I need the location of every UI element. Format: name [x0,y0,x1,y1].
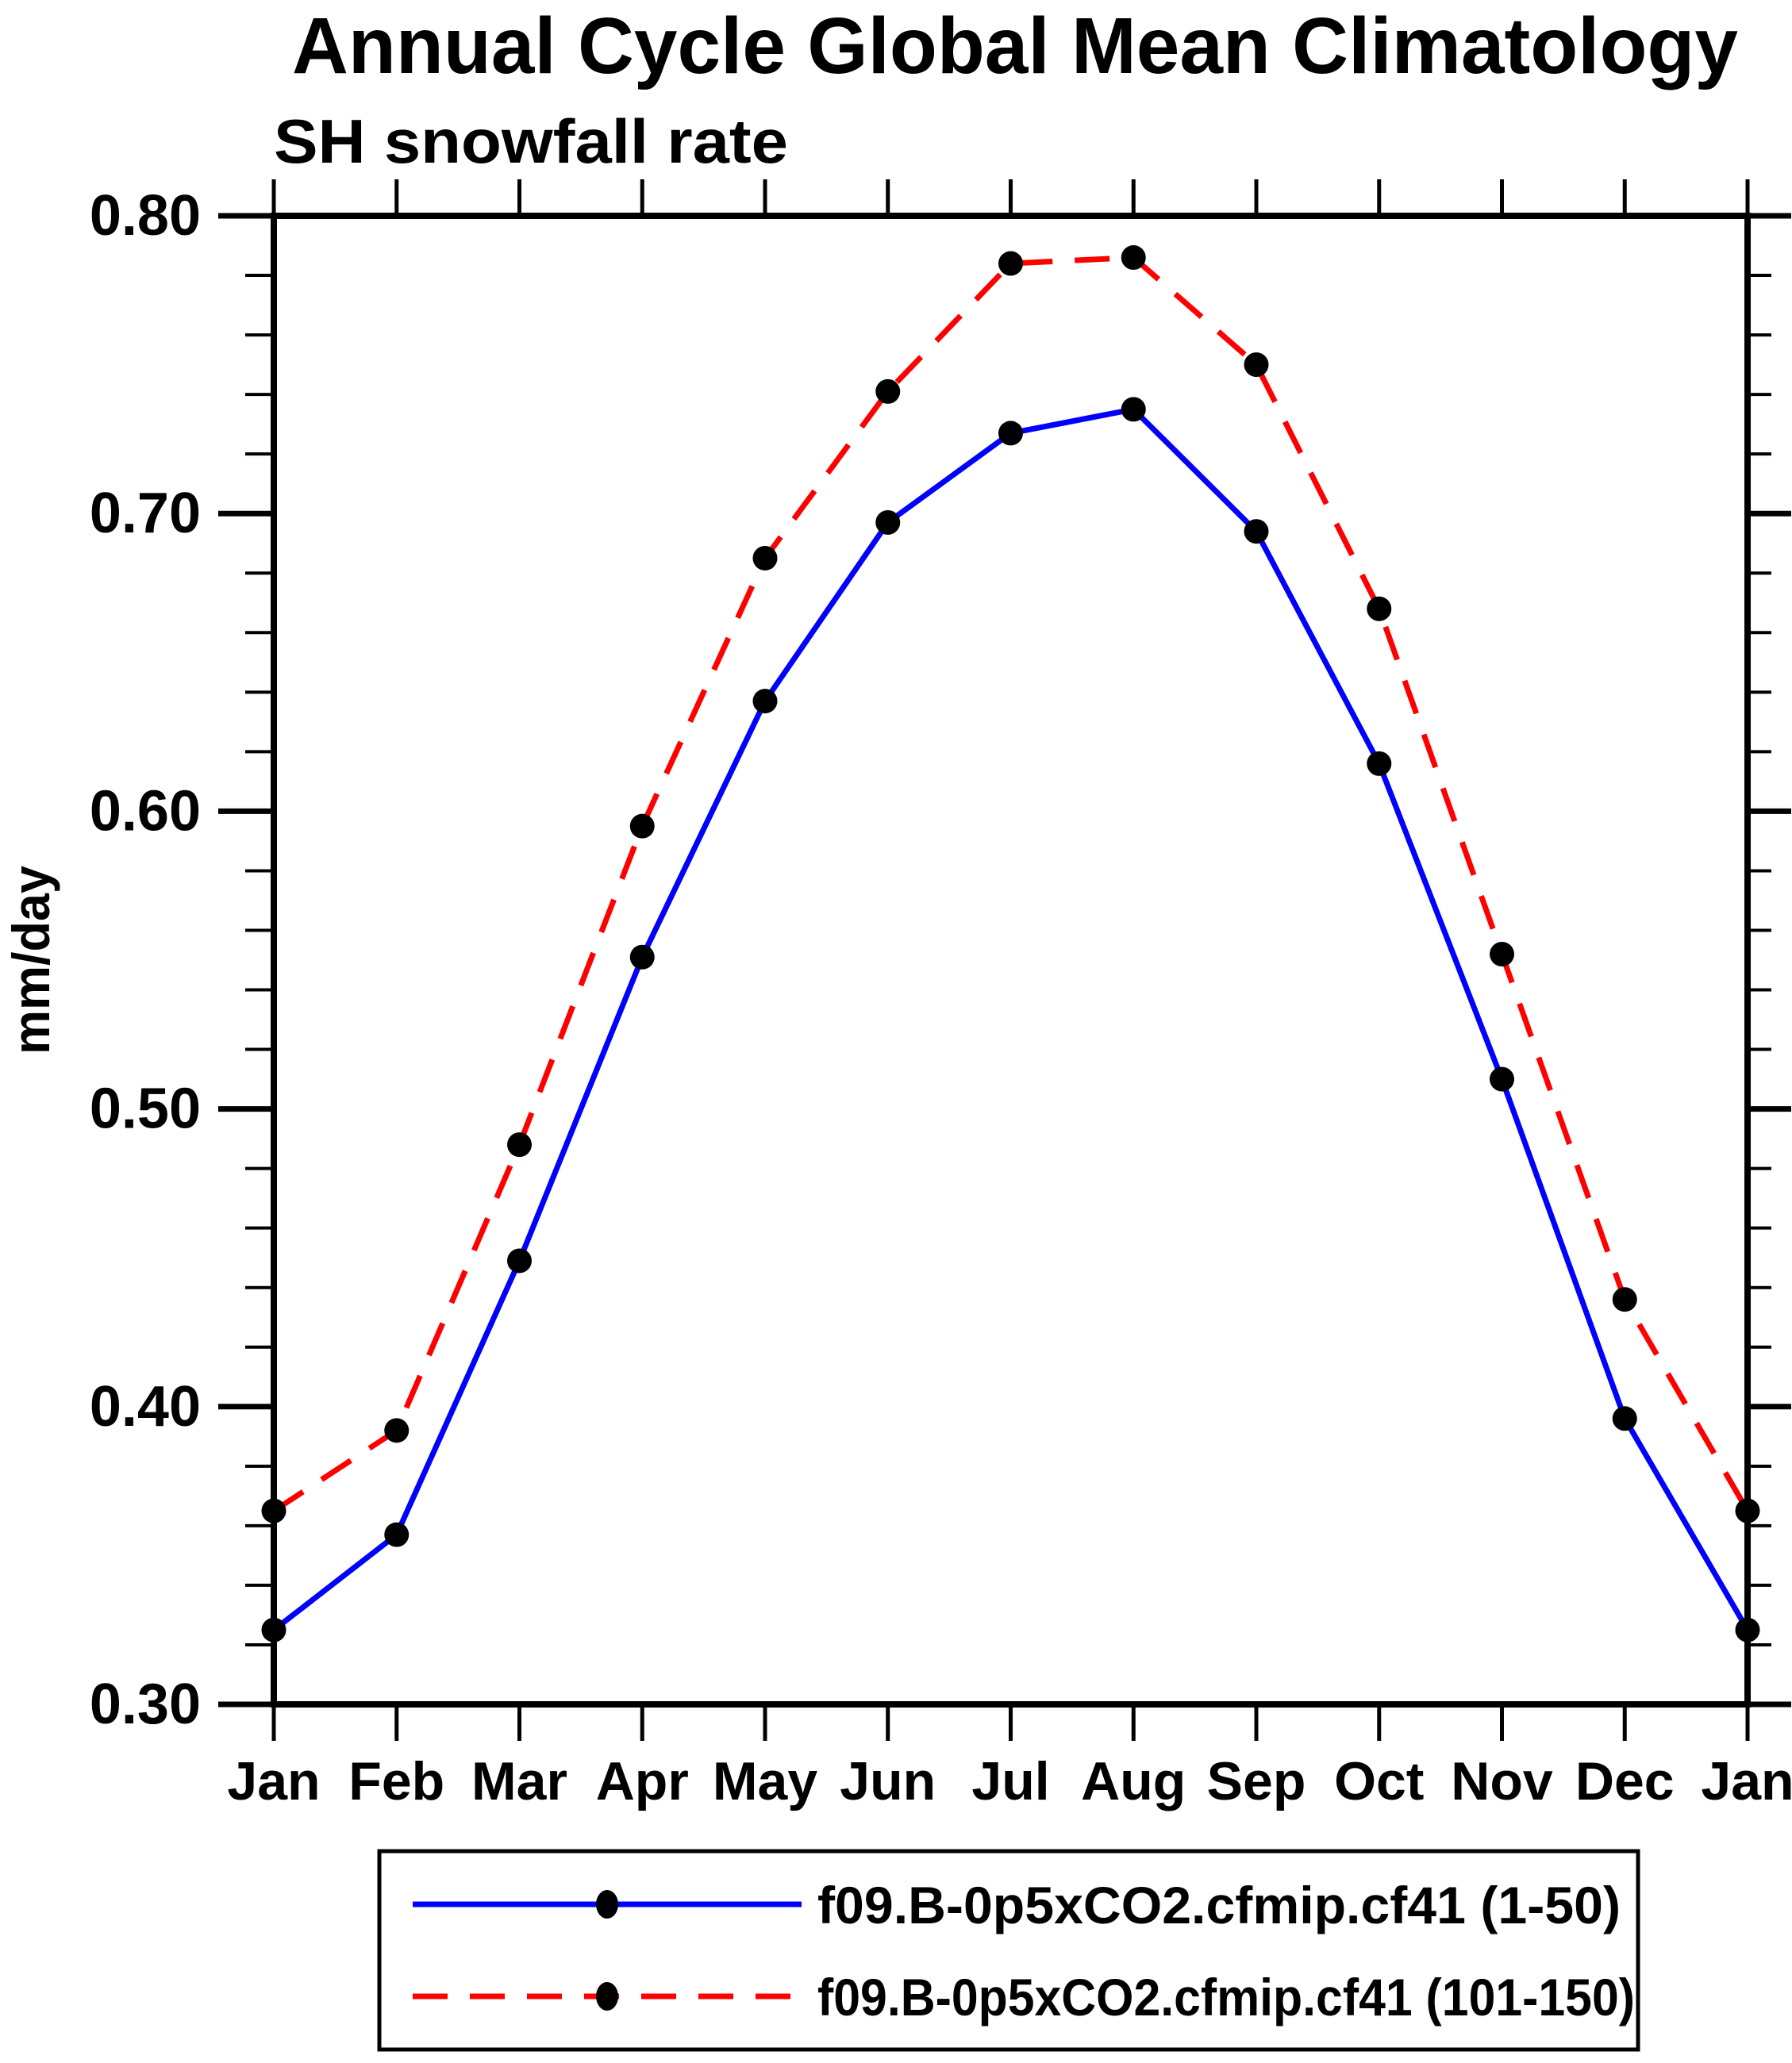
data-point-marker [261,1617,286,1642]
data-point-marker [384,1522,410,1547]
data-point-marker [1735,1617,1760,1642]
x-tick-label: Jun [840,1751,936,1811]
x-tick-label: Jul [971,1751,1049,1811]
x-tick-label: Mar [471,1751,567,1811]
data-point-marker [875,509,901,535]
legend-label-series1: f09.B-0p5xCO2.cfmip.cf41 (1-50) [817,1876,1621,1934]
x-tick-label: Jan [227,1751,320,1811]
y-tick-label: 0.60 [90,779,201,843]
x-tick-label: Feb [348,1751,444,1811]
data-point-marker [1244,519,1269,544]
x-tick-label: Apr [596,1751,689,1811]
legend-marker-1 [596,1890,618,1919]
y-tick-label: 0.80 [90,184,201,248]
x-tick-label: Dec [1575,1751,1675,1811]
chart-title: Annual Cycle Global Mean Climatology [292,2,1738,90]
legend-marker-2 [596,1982,618,2011]
y-tick-label: 0.40 [90,1375,201,1439]
data-point-marker [1490,1066,1514,1092]
data-point-marker [629,944,655,970]
x-tick-label: Oct [1334,1751,1424,1811]
data-point-marker [1244,352,1269,378]
data-point-marker [1612,1406,1637,1431]
data-point-marker [1121,397,1146,422]
data-point-marker [1121,245,1146,271]
y-tick-label: 0.30 [90,1673,201,1736]
y-tick-label: 0.70 [90,482,201,545]
chart-subtitle: SH snowfall rate [274,106,788,176]
data-point-marker [1612,1287,1637,1312]
data-point-marker [507,1132,532,1158]
data-point-marker [629,813,655,839]
x-tick-label: May [713,1751,817,1811]
y-tick-label: 0.50 [90,1078,201,1141]
x-tick-label: Nov [1451,1751,1553,1811]
data-point-marker [752,689,778,714]
x-tick-label: Jan [1701,1751,1792,1811]
legend-box [377,1849,1640,2052]
data-point-marker [998,421,1023,446]
data-point-marker [384,1418,410,1443]
data-point-marker [507,1248,532,1274]
data-point-marker [1367,751,1392,776]
data-point-marker [261,1498,286,1523]
x-tick-label: Aug [1081,1751,1186,1811]
data-point-marker [998,251,1023,276]
y-axis-title: mm/day [2,866,60,1055]
legend-label-series2: f09.B-0p5xCO2.cfmip.cf41 (101-150) [817,1968,1635,2027]
data-point-marker [1735,1498,1760,1523]
data-point-marker [1367,596,1392,621]
data-point-marker [875,378,901,404]
data-point-marker [752,545,778,570]
data-point-marker [1490,941,1514,966]
series-line-2 [272,254,1751,1514]
x-tick-label: Sep [1207,1751,1306,1811]
